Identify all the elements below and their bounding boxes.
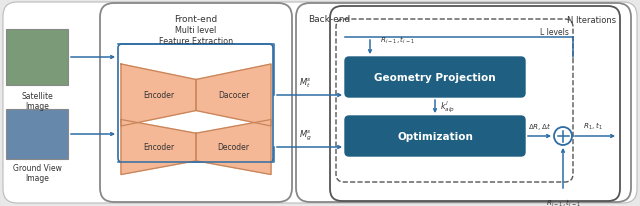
Text: Optimization: Optimization [397, 131, 473, 141]
FancyBboxPatch shape [100, 4, 292, 202]
Text: Decoder: Decoder [218, 143, 250, 152]
Text: Ground View
Image: Ground View Image [13, 163, 61, 183]
FancyBboxPatch shape [296, 4, 631, 202]
Text: $R_{i-1}, t_{i-1}$: $R_{i-1}, t_{i-1}$ [380, 35, 415, 46]
Circle shape [554, 127, 572, 145]
Text: Dacocer: Dacocer [218, 91, 249, 100]
Polygon shape [196, 65, 271, 126]
Text: $\Delta R, \Delta t$: $\Delta R, \Delta t$ [527, 121, 552, 131]
Text: Encoder: Encoder [143, 91, 174, 100]
Text: $M_g^s$: $M_g^s$ [299, 128, 312, 142]
Text: $R_1, t_1$: $R_1, t_1$ [583, 120, 603, 131]
Text: Front-end: Front-end [174, 15, 218, 24]
Text: Satellite
Image: Satellite Image [21, 91, 53, 111]
Text: N Iterations: N Iterations [567, 16, 616, 25]
Text: $M_t^s$: $M_t^s$ [299, 76, 312, 90]
FancyBboxPatch shape [6, 30, 68, 85]
Text: $R_{i-1}, t_{i-1}$: $R_{i-1}, t_{i-1}$ [545, 197, 580, 206]
FancyBboxPatch shape [345, 58, 525, 97]
Text: $k_{alp}^l$: $k_{alp}^l$ [440, 99, 455, 115]
Text: Encoder: Encoder [143, 143, 174, 152]
Polygon shape [121, 65, 196, 126]
Text: L levels: L levels [540, 28, 569, 37]
FancyBboxPatch shape [6, 109, 68, 159]
Text: Geometry Projection: Geometry Projection [374, 73, 496, 83]
Polygon shape [196, 120, 271, 175]
Polygon shape [121, 120, 196, 175]
Text: Multi level
Feature Extraction: Multi level Feature Extraction [159, 26, 233, 46]
FancyBboxPatch shape [3, 3, 637, 203]
FancyBboxPatch shape [330, 7, 620, 201]
FancyBboxPatch shape [345, 116, 525, 156]
Text: Back-end: Back-end [308, 15, 350, 24]
